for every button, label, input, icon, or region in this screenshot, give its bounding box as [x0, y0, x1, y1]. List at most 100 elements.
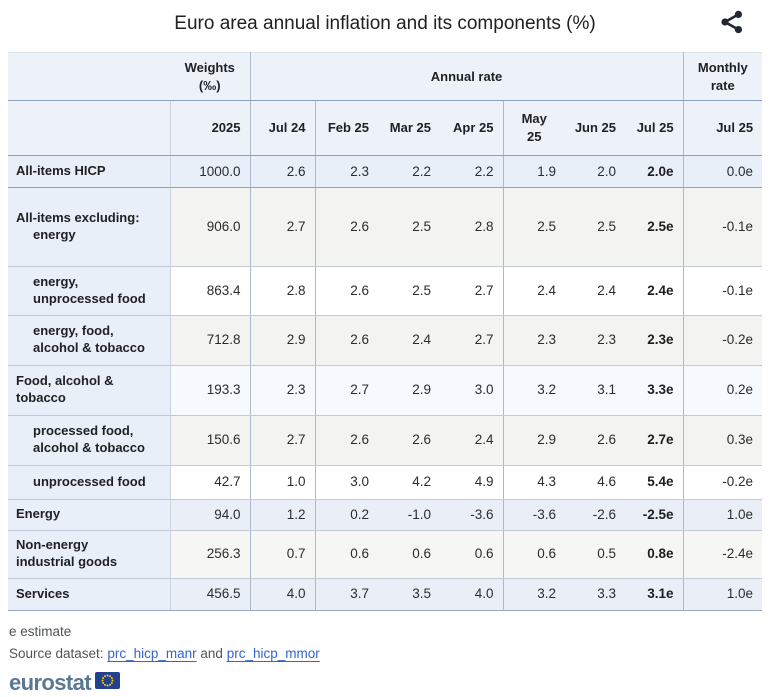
cell-mar25: 2.4: [378, 315, 440, 366]
row-label: Services: [8, 578, 170, 611]
dataset-link-prc-hicp-manr[interactable]: prc_hicp_manr: [107, 645, 197, 661]
cell-may25: 2.3: [502, 315, 565, 366]
row-label-main: All-items excluding:: [16, 209, 140, 225]
cell-jun25: 2.4: [565, 266, 625, 316]
cell-monthly: -0.2e: [682, 465, 763, 500]
cell-feb25: 0.2: [314, 499, 378, 531]
cell-monthly: -0.2e: [682, 315, 763, 366]
cell-jul24: 2.7: [249, 415, 315, 466]
cell-apr25: 4.0: [440, 578, 503, 611]
table-row-energy: Energy 94.0 1.2 0.2 -1.0 -3.6 -3.6 -2.6 …: [8, 499, 763, 531]
table-row-non-energy-industrial-goods: Non-energy industrial goods 256.3 0.7 0.…: [8, 530, 763, 579]
weights-year-header: 2025: [169, 100, 250, 156]
month-header-jul24: Jul 24: [249, 100, 315, 156]
cell-apr25: 2.7: [440, 266, 503, 316]
cell-apr25: 2.4: [440, 415, 503, 466]
weights-header: Weights (‰): [170, 52, 250, 101]
cell-mar25: -1.0: [378, 499, 440, 531]
cell-may25: 1.9: [502, 155, 565, 188]
cell-weight: 256.3: [169, 530, 250, 579]
share-icon[interactable]: [718, 8, 746, 36]
cell-monthly: -0.1e: [682, 266, 763, 316]
table-row-all-items-hicp: All-items HICP 1000.0 2.6 2.3 2.2 2.2 1.…: [8, 155, 763, 188]
month-header-jul25: Jul 25: [625, 100, 684, 156]
cell-monthly: 1.0e: [682, 499, 763, 531]
cell-jun25: 0.5: [565, 530, 625, 579]
row-label-sub: energy: [33, 226, 76, 242]
month-header-apr25: Apr 25: [440, 100, 503, 156]
cell-jul24: 4.0: [249, 578, 315, 611]
cell-jul25-estimate: 5.4e: [625, 465, 684, 500]
table-row-processed-food-alcohol-tobacco: processed food, alcohol & tobacco 150.6 …: [8, 415, 763, 466]
month-header-mar25: Mar 25: [378, 100, 440, 156]
cell-jul24: 2.7: [249, 187, 315, 267]
cell-jul24: 2.3: [249, 365, 315, 416]
table-row-all-items-excluding-energy: All-items excluding: energy 906.0 2.7 2.…: [8, 187, 763, 267]
cell-feb25: 2.6: [314, 187, 378, 267]
cell-monthly: 0.2e: [682, 365, 763, 416]
cell-weight: 712.8: [169, 315, 250, 366]
cell-mar25: 4.2: [378, 465, 440, 500]
cell-mar25: 2.5: [378, 266, 440, 316]
cell-weight: 456.5: [169, 578, 250, 611]
eurostat-logo: eurostat: [9, 669, 762, 697]
month-header-feb25: Feb 25: [314, 100, 378, 156]
table-row-energy-food-alcohol-tobacco: energy, food, alcohol & tobacco 712.8 2.…: [8, 315, 763, 366]
cell-may25: 4.3: [502, 465, 565, 500]
weights-label: Weights: [184, 59, 235, 75]
cell-feb25: 2.6: [314, 315, 378, 366]
cell-may25: 2.5: [502, 187, 565, 267]
row-label: unprocessed food: [8, 465, 170, 500]
cell-jul25-estimate: 0.8e: [625, 530, 684, 579]
header-group-row: Weights (‰) Annual rate Monthly rate: [8, 52, 763, 101]
monthly-month-header: Jul 25: [682, 100, 763, 156]
cell-jul24: 2.6: [249, 155, 315, 188]
cell-jul24: 2.9: [249, 315, 315, 366]
cell-apr25: 4.9: [440, 465, 503, 500]
cell-jun25: -2.6: [565, 499, 625, 531]
cell-apr25: 0.6: [440, 530, 503, 579]
cell-jun25: 2.5: [565, 187, 625, 267]
cell-weight: 150.6: [169, 415, 250, 466]
cell-jul25-estimate: 2.0e: [625, 155, 684, 188]
cell-jul24: 1.2: [249, 499, 315, 531]
cell-feb25: 2.6: [314, 415, 378, 466]
cell-jun25: 3.1: [565, 365, 625, 416]
cell-monthly: 0.0e: [682, 155, 763, 188]
page-title: Euro area annual inflation and its compo…: [174, 13, 596, 34]
row-label: energy, unprocessed food: [8, 266, 170, 316]
cell-weight: 42.7: [169, 465, 250, 500]
cell-jul25-estimate: 2.7e: [625, 415, 684, 466]
cell-jun25: 4.6: [565, 465, 625, 500]
corner-cell: [8, 52, 170, 101]
cell-weight: 193.3: [169, 365, 250, 416]
table-row-energy-unprocessed-food: energy, unprocessed food 863.4 2.8 2.6 2…: [8, 266, 763, 316]
cell-apr25: 3.0: [440, 365, 503, 416]
cell-jun25: 3.3: [565, 578, 625, 611]
cell-jul24: 1.0: [249, 465, 315, 500]
cell-monthly: -2.4e: [682, 530, 763, 579]
cell-mar25: 3.5: [378, 578, 440, 611]
cell-mar25: 2.5: [378, 187, 440, 267]
cell-may25: 0.6: [502, 530, 565, 579]
row-label: processed food, alcohol & tobacco: [8, 415, 170, 466]
row-label: All-items HICP: [8, 155, 170, 188]
cell-jul24: 2.8: [249, 266, 315, 316]
eu-flag-icon: [95, 671, 120, 694]
table-row-unprocessed-food: unprocessed food 42.7 1.0 3.0 4.2 4.9 4.…: [8, 465, 763, 500]
cell-jul25-estimate: -2.5e: [625, 499, 684, 531]
annual-rate-header: Annual rate: [249, 52, 684, 101]
cell-feb25: 3.0: [314, 465, 378, 500]
title-bar: Euro area annual inflation and its compo…: [8, 0, 762, 52]
dataset-link-prc-hicp-mmor[interactable]: prc_hicp_mmor: [226, 645, 320, 661]
cell-apr25: -3.6: [440, 499, 503, 531]
header-month-row: 2025 Jul 24 Feb 25 Mar 25 Apr 25 May 25 …: [8, 100, 763, 156]
cell-may25: 2.9: [502, 415, 565, 466]
cell-jul25-estimate: 3.1e: [625, 578, 684, 611]
month-header-may25: May 25: [502, 100, 565, 156]
row-label: All-items excluding: energy: [8, 187, 170, 267]
cell-weight: 906.0: [169, 187, 250, 267]
cell-monthly: -0.1e: [682, 187, 763, 267]
empty-label-header: [8, 100, 170, 156]
